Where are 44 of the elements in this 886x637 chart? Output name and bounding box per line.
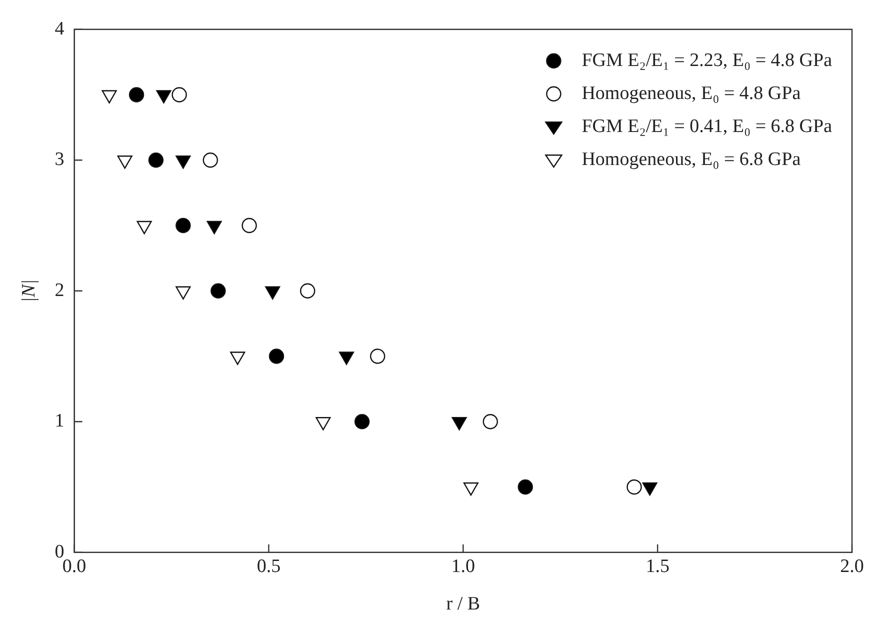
x-tick-label: 0.5	[256, 556, 281, 577]
x-tick-label: 1.0	[451, 556, 476, 577]
point	[202, 152, 218, 168]
point	[128, 87, 144, 102]
y-tick-label: 3	[54, 149, 64, 170]
x-tick-label: 0.0	[62, 556, 86, 577]
y-tick-label: 4	[54, 18, 65, 40]
x-tick-label: 2.0	[840, 556, 864, 577]
x-tick-label: 1.5	[646, 556, 670, 577]
legend-label: FGM E₂/E₁ = 2.23, E₀ = 4.8 GPa	[582, 50, 833, 71]
point	[265, 286, 280, 300]
point	[482, 414, 498, 430]
point	[148, 152, 164, 168]
point	[463, 482, 478, 496]
point	[176, 156, 191, 169]
point	[518, 479, 533, 495]
point	[102, 90, 117, 104]
point	[176, 286, 191, 300]
point	[338, 352, 354, 365]
y-tick-label: 1	[54, 410, 64, 432]
y-axis-title: |N|	[18, 279, 40, 302]
point	[210, 283, 226, 298]
x-axis-title: r / B	[446, 594, 480, 615]
point	[242, 218, 257, 234]
point	[117, 156, 132, 169]
point	[626, 479, 642, 495]
point	[156, 90, 172, 104]
legend-label: Homogeneous, E₀ = 4.8 GPa	[582, 82, 802, 104]
y-tick-label: 0	[54, 541, 64, 562]
point	[136, 220, 152, 234]
point	[230, 352, 246, 365]
point	[300, 283, 316, 298]
point	[452, 417, 467, 430]
point	[206, 220, 222, 234]
point	[642, 482, 658, 496]
point	[176, 218, 191, 234]
point	[268, 348, 284, 364]
point	[354, 414, 370, 430]
legend-label: Homogeneous, E₀ = 6.8 GPa	[582, 148, 802, 170]
point	[172, 87, 187, 102]
point	[316, 417, 331, 430]
y-tick-label: 2	[54, 280, 64, 301]
legend-label: FGM E₂/E₁ = 0.41, E₀ = 6.8 GPa	[582, 116, 833, 137]
point	[370, 348, 386, 364]
